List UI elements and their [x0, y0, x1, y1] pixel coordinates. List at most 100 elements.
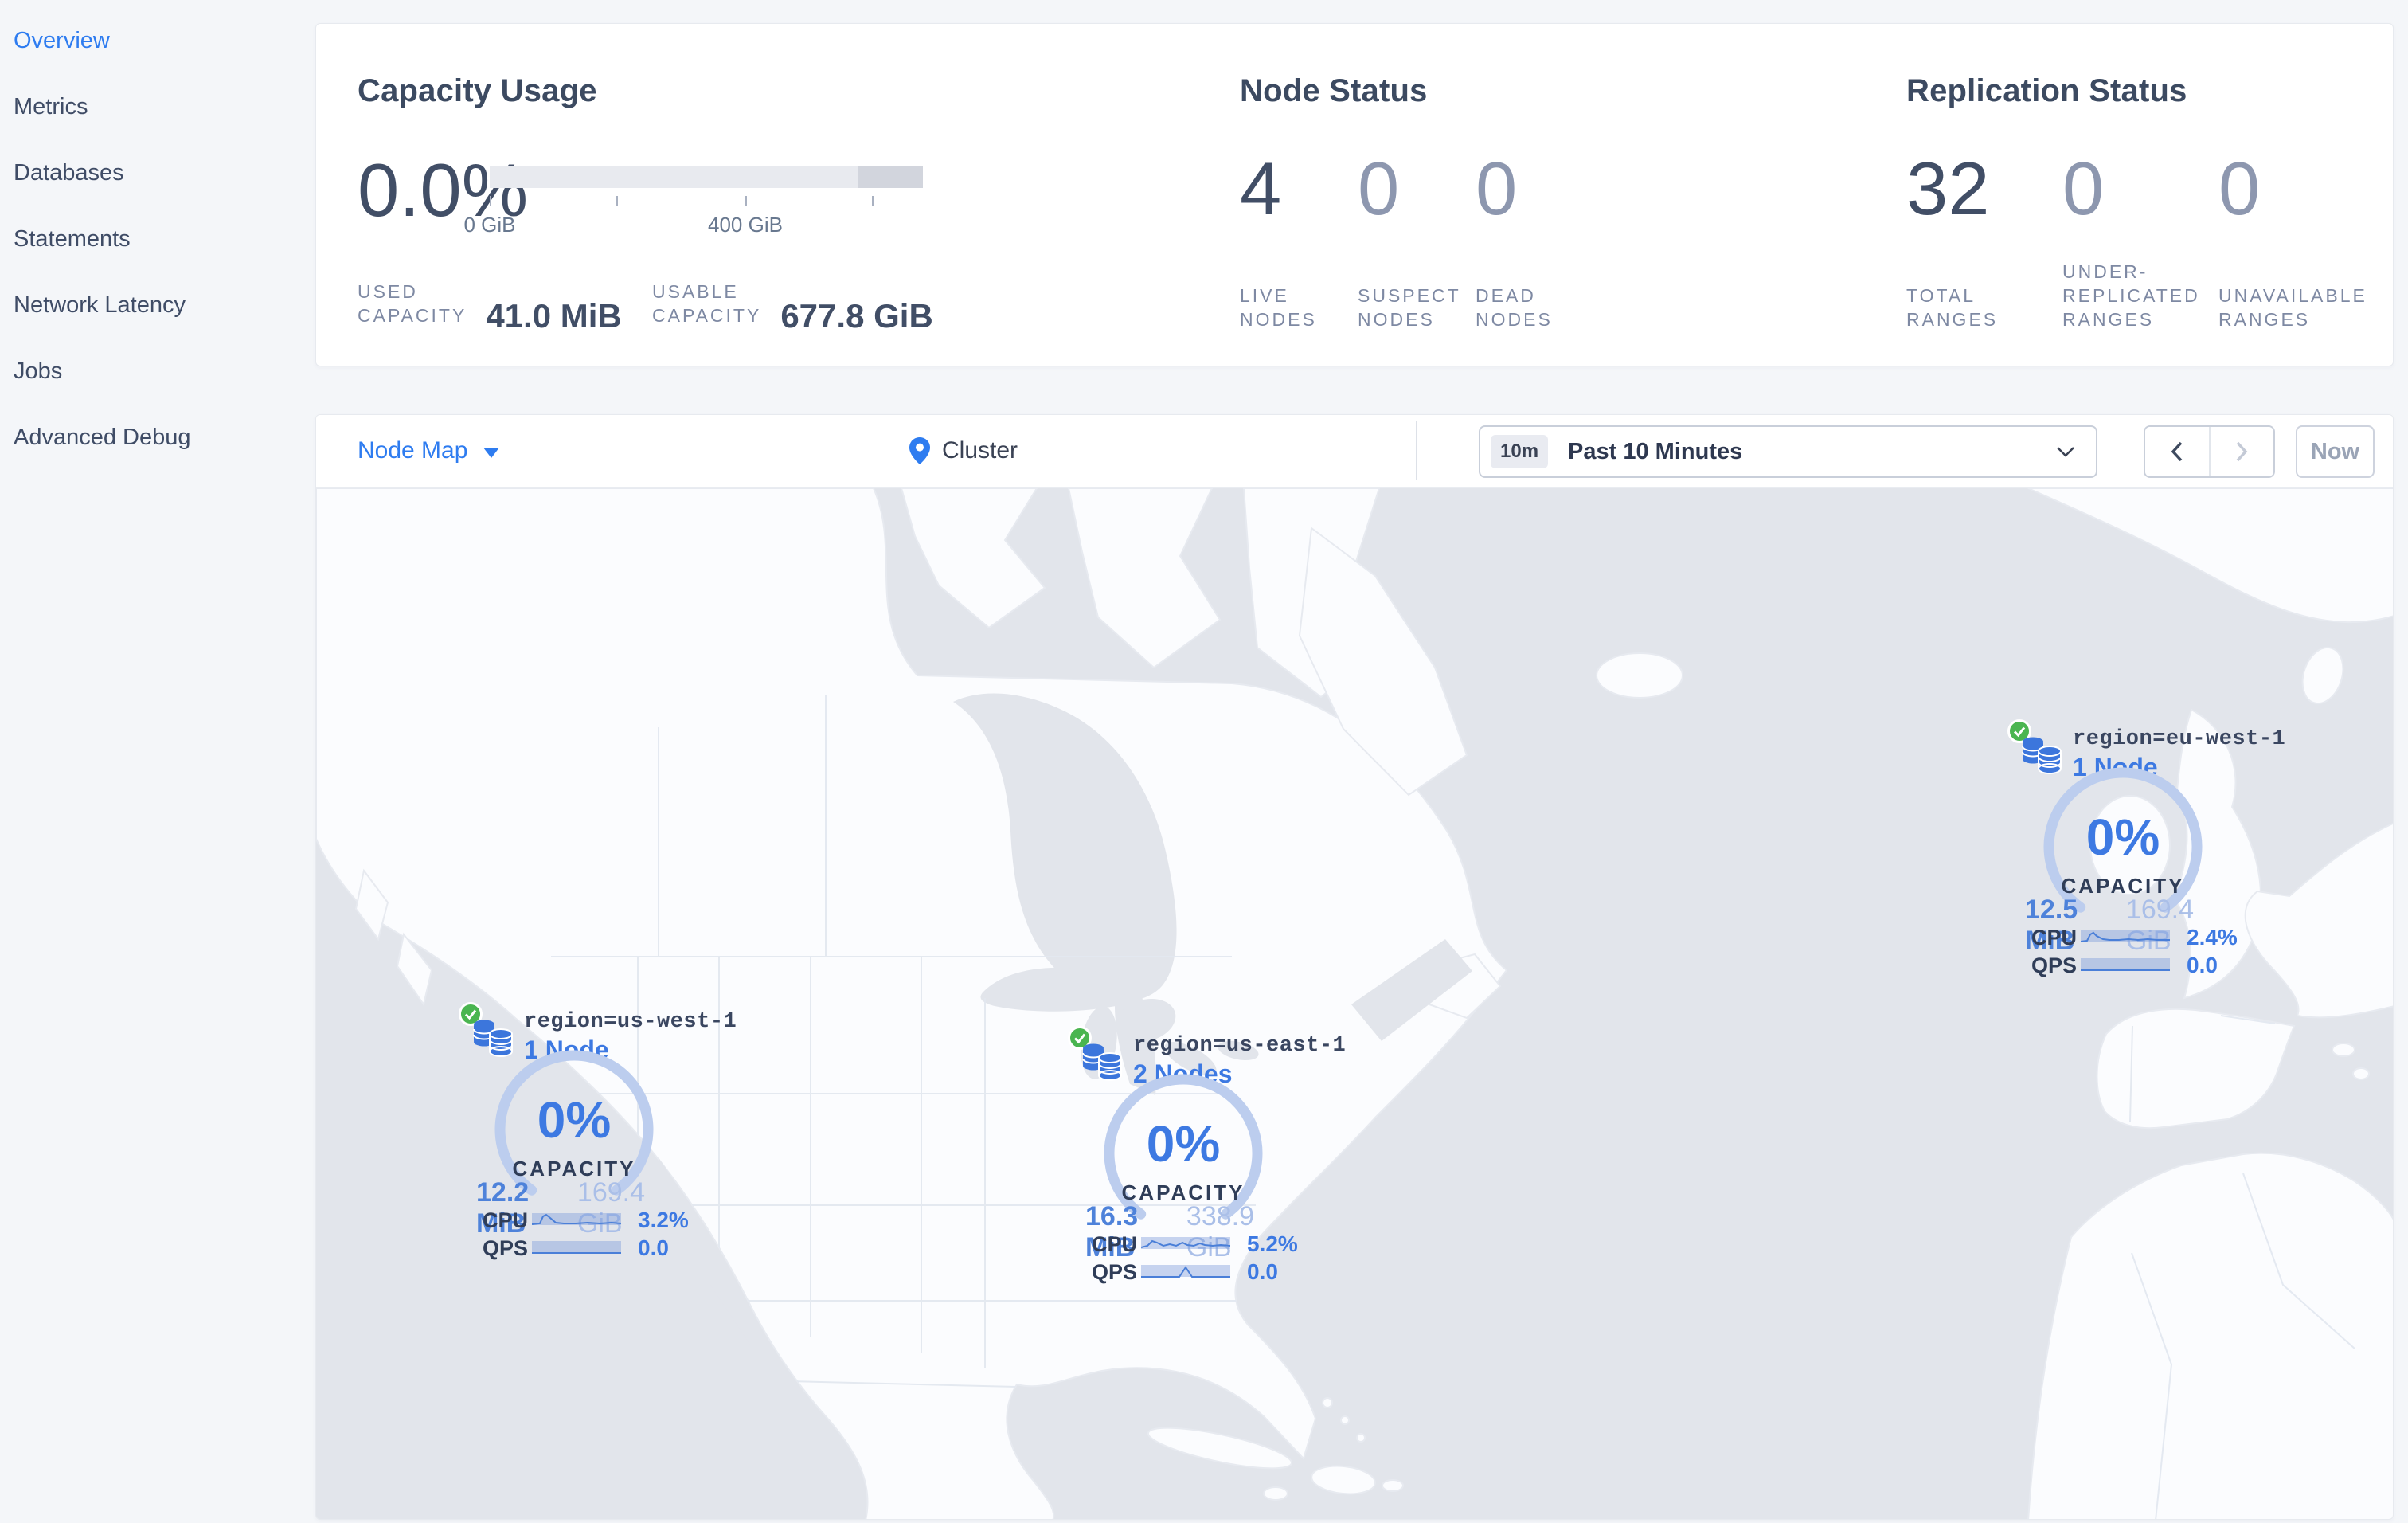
- axis-tick: [490, 196, 491, 206]
- replication-status-title: Replication Status: [1906, 73, 2187, 108]
- region-cpu-row: CPU 2.4%: [2031, 925, 2238, 949]
- qps-label: QPS: [1092, 1259, 1138, 1284]
- region-marker-eu-west-1[interactable]: region=eu-west-1 1 Node 0% CAPACITY 12.5…: [2007, 718, 2285, 995]
- cpu-value: 3.2%: [638, 1208, 689, 1232]
- breadcrumb: Cluster: [909, 415, 1018, 487]
- region-label: region=eu-west-1: [2073, 727, 2286, 751]
- sidebar-item-network-latency[interactable]: Network Latency: [14, 292, 186, 318]
- time-range-label: Past 10 Minutes: [1568, 438, 1743, 464]
- capacity-usage-section: Capacity Usage 0.0% 0 GiB 400 GiB USED C…: [358, 73, 1210, 344]
- capacity-arc: [1104, 1074, 1263, 1220]
- chevron-left-icon: [2171, 441, 2183, 462]
- qps-sparkline: [2081, 958, 2170, 971]
- now-button[interactable]: Now: [2296, 425, 2375, 478]
- gauge-percent: 0%: [1146, 1115, 1221, 1173]
- gauge-capacity-label: CAPACITY: [1121, 1180, 1245, 1204]
- total-ranges-value: 32: [1906, 147, 1990, 230]
- cpu-value: 5.2%: [1247, 1231, 1298, 1256]
- unavailable-ranges-stat: 0 UNAVAILABLE RANGES: [2218, 147, 2375, 331]
- region-qps-row: QPS 0.0: [1092, 1259, 1278, 1284]
- dead-nodes-label: DEAD NODES: [1476, 285, 1553, 330]
- node-map[interactable]: region=us-west-1 1 Node 0% CAPACITY 12.2…: [316, 488, 2393, 1519]
- sidebar-item-statements[interactable]: Statements: [14, 226, 131, 252]
- region-cpu-row: CPU 3.2%: [483, 1208, 689, 1232]
- suspect-nodes-label: SUSPECT NODES: [1358, 285, 1461, 330]
- under-replicated-ranges-stat: 0 UNDER- REPLICATED RANGES: [2062, 147, 2218, 331]
- sidebar-item-metrics[interactable]: Metrics: [14, 94, 88, 119]
- caret-down-icon: [483, 447, 500, 458]
- total-ranges-stat: 32 TOTAL RANGES: [1906, 147, 2062, 331]
- axis-tick-label: 0 GiB: [463, 213, 516, 237]
- suspect-nodes-stat: 0 SUSPECT NODES: [1358, 147, 1476, 331]
- capacity-arc: [2043, 767, 2203, 913]
- live-nodes-stat: 4 LIVE NODES: [1240, 151, 1358, 331]
- gauge-percent: 0%: [2086, 808, 2160, 866]
- sidebar-item-databases[interactable]: Databases: [14, 160, 124, 186]
- region-cpu-row: CPU 5.2%: [1092, 1231, 1298, 1256]
- time-step-forward-button[interactable]: [2210, 427, 2273, 476]
- cpu-label: CPU: [1092, 1231, 1138, 1256]
- qps-sparkline: [532, 1241, 621, 1254]
- cpu-sparkline: [1141, 1237, 1230, 1249]
- used-capacity-label: USED CAPACITY: [358, 281, 467, 326]
- region-qps-row: QPS 0.0: [483, 1235, 669, 1260]
- total-ranges-label: TOTAL RANGES: [1906, 285, 1999, 330]
- gauge-percent: 0%: [537, 1091, 612, 1149]
- time-range-badge: 10m: [1491, 435, 1549, 468]
- healthy-check-icon: [459, 1002, 483, 1026]
- capacity-gauge: 0% CAPACITY: [1104, 1074, 1263, 1233]
- qps-value: 0.0: [1247, 1259, 1278, 1284]
- sidebar-item-advanced-debug[interactable]: Advanced Debug: [14, 425, 191, 450]
- axis-tick-label: 400 GiB: [708, 213, 783, 237]
- region-used-capacity: 12.5 MiB: [2025, 895, 2078, 956]
- healthy-check-icon: [1068, 1026, 1092, 1050]
- breadcrumb-cluster-label: Cluster: [942, 437, 1018, 464]
- suspect-nodes-value: 0: [1358, 147, 1400, 230]
- cpu-sparkline: [532, 1213, 621, 1225]
- qps-value: 0.0: [638, 1235, 669, 1260]
- unavailable-ranges-label: UNAVAILABLE RANGES: [2218, 285, 2367, 330]
- under-replicated-ranges-value: 0: [2062, 147, 2105, 230]
- node-map-card: Node Map Cluster 10m Past 10 Minutes: [315, 414, 2394, 1520]
- capacity-bar-track: [490, 166, 923, 188]
- gauge-capacity-label: CAPACITY: [512, 1157, 636, 1180]
- time-step-buttons: [2144, 425, 2275, 478]
- capacity-usage-title: Capacity Usage: [358, 73, 597, 108]
- sidebar-item-jobs[interactable]: Jobs: [14, 358, 63, 384]
- healthy-check-icon: [2007, 719, 2031, 743]
- region-marker-us-east-1[interactable]: region=us-east-1 2 Nodes 0% CAPACITY 16.…: [1068, 1024, 1346, 1302]
- sidebar-item-overview[interactable]: Overview: [14, 28, 110, 53]
- usable-capacity-stat: USABLE CAPACITY 677.8 GiB: [652, 280, 933, 333]
- region-used-capacity: 16.3 MiB: [1085, 1201, 1139, 1263]
- cpu-label: CPU: [2031, 925, 2078, 949]
- node-map-view-dropdown[interactable]: Node Map: [358, 415, 500, 487]
- region-marker-us-west-1[interactable]: region=us-west-1 1 Node 0% CAPACITY 12.2…: [459, 1000, 737, 1278]
- region-label: region=us-west-1: [524, 1010, 737, 1034]
- database-stack-icon: [473, 1020, 513, 1057]
- time-range-select[interactable]: 10m Past 10 Minutes: [1479, 425, 2097, 478]
- capacity-gauge: 0% CAPACITY: [494, 1050, 654, 1209]
- usable-capacity-value: 677.8 GiB: [780, 297, 933, 335]
- cpu-value: 2.4%: [2187, 925, 2238, 949]
- database-stack-icon: [2022, 737, 2062, 774]
- used-capacity-value: 41.0 MiB: [486, 297, 622, 335]
- usable-capacity-label: USABLE CAPACITY: [652, 281, 762, 326]
- under-replicated-ranges-label: UNDER- REPLICATED RANGES: [2062, 261, 2200, 330]
- time-step-back-button[interactable]: [2145, 427, 2211, 476]
- qps-label: QPS: [2031, 953, 2078, 977]
- unavailable-ranges-value: 0: [2218, 147, 2261, 230]
- chevron-right-icon: [2236, 441, 2248, 462]
- capacity-bar-overflow-segment: [858, 166, 923, 188]
- qps-sparkline: [1141, 1265, 1230, 1278]
- database-stack-icon: [1082, 1043, 1122, 1081]
- dead-nodes-stat: 0 DEAD NODES: [1476, 147, 1593, 331]
- qps-value: 0.0: [2187, 953, 2218, 977]
- world-map-graphic: [316, 488, 2393, 1519]
- node-status-title: Node Status: [1240, 73, 1428, 108]
- cpu-label: CPU: [483, 1208, 529, 1232]
- region-used-capacity: 12.2 MiB: [476, 1177, 530, 1239]
- region-qps-row: QPS 0.0: [2031, 953, 2218, 977]
- map-toolbar: Node Map Cluster 10m Past 10 Minutes: [316, 415, 2393, 488]
- map-pin-icon: [909, 437, 930, 464]
- dead-nodes-value: 0: [1476, 147, 1518, 230]
